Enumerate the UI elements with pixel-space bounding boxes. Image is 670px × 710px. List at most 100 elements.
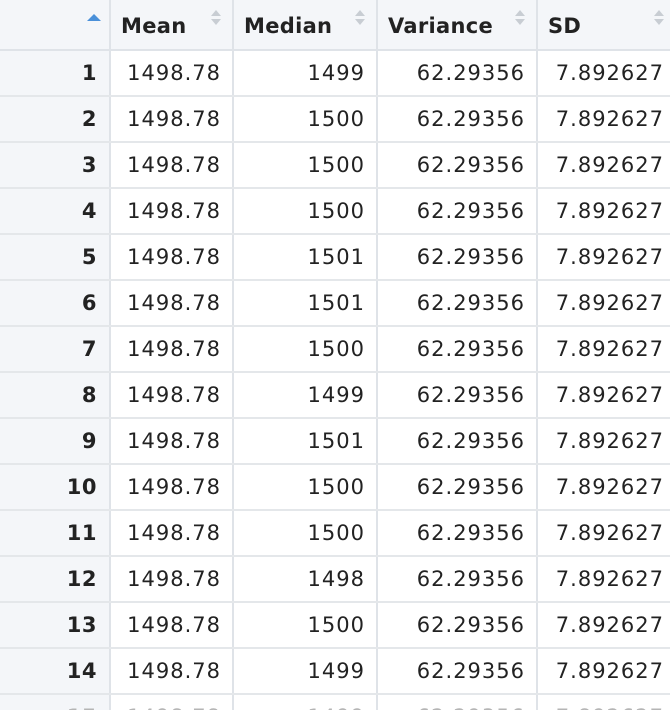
mean-cell: 1498.78 [110,602,234,649]
column-header-label: SD [548,13,582,38]
variance-cell: 62.29356 [377,602,538,649]
row-index-header[interactable] [0,0,111,51]
row-index-cell: 13 [0,602,111,649]
row-index-cell: 11 [0,510,111,557]
row-index-cell: 1 [0,50,111,97]
table-row: 3 1498.78 1500 62.29356 7.892627 [0,142,670,189]
table-row: 5 1498.78 1501 62.29356 7.892627 [0,234,670,281]
variance-cell: 62.29356 [377,188,538,235]
mean-cell: 1498.78 [110,510,234,557]
column-header-variance[interactable]: Variance [377,0,538,51]
median-cell: 1500 [233,188,378,235]
median-cell: 1499 [233,50,378,97]
row-index-cell: 7 [0,326,111,373]
row-index-cell: 6 [0,280,111,327]
mean-cell: 1498.78 [110,280,234,327]
row-index-cell: 8 [0,372,111,419]
sd-cell: 7.892627 [537,280,670,327]
sort-toggle-icon[interactable] [355,10,365,26]
variance-cell: 62.29356 [377,556,538,603]
median-cell: 1500 [233,464,378,511]
median-cell: 1499 [233,694,378,710]
median-cell: 1501 [233,280,378,327]
table-row: 11 1498.78 1500 62.29356 7.892627 [0,510,670,557]
variance-cell: 62.29356 [377,96,538,143]
variance-cell: 62.29356 [377,326,538,373]
sort-toggle-icon[interactable] [515,10,525,26]
mean-cell: 1498.78 [110,464,234,511]
sd-cell: 7.892627 [537,464,670,511]
median-cell: 1500 [233,602,378,649]
row-index-cell: 2 [0,96,111,143]
row-index-cell: 4 [0,188,111,235]
sd-cell: 7.892627 [537,234,670,281]
mean-cell: 1498.78 [110,326,234,373]
variance-cell: 62.29356 [377,142,538,189]
row-index-cell: 9 [0,418,111,465]
sd-cell: 7.892627 [537,50,670,97]
sd-cell: 7.892627 [537,418,670,465]
sd-cell: 7.892627 [537,510,670,557]
table-row: 10 1498.78 1500 62.29356 7.892627 [0,464,670,511]
median-cell: 1501 [233,418,378,465]
column-header-label: Variance [388,13,494,38]
mean-cell: 1498.78 [110,418,234,465]
variance-cell: 62.29356 [377,464,538,511]
column-header-median[interactable]: Median [233,0,378,51]
median-cell: 1500 [233,510,378,557]
row-index-cell: 14 [0,648,111,695]
sd-cell: 7.892627 [537,326,670,373]
sd-cell: 7.892627 [537,372,670,419]
header-row: Mean Median Variance SD [0,0,670,51]
median-cell: 1500 [233,96,378,143]
mean-cell: 1498.78 [110,234,234,281]
column-header-label: Mean [121,13,187,38]
variance-cell: 62.29356 [377,234,538,281]
sort-toggle-icon[interactable] [211,10,221,26]
sort-toggle-icon[interactable] [654,10,664,26]
row-index-cell: 5 [0,234,111,281]
column-header-label: Median [244,13,333,38]
mean-cell: 1498.78 [110,648,234,695]
table-row: 14 1498.78 1499 62.29356 7.892627 [0,648,670,695]
table-row: 9 1498.78 1501 62.29356 7.892627 [0,418,670,465]
median-cell: 1501 [233,234,378,281]
column-header-mean[interactable]: Mean [110,0,234,51]
row-index-cell: 12 [0,556,111,603]
variance-cell: 62.29356 [377,648,538,695]
sd-cell: 7.892627 [537,188,670,235]
sd-cell: 7.892627 [537,556,670,603]
variance-cell: 62.29356 [377,510,538,557]
table-row: 7 1498.78 1500 62.29356 7.892627 [0,326,670,373]
sd-cell: 7.892627 [537,96,670,143]
variance-cell: 62.29356 [377,372,538,419]
table-row: 6 1498.78 1501 62.29356 7.892627 [0,280,670,327]
median-cell: 1500 [233,142,378,189]
mean-cell: 1498.78 [110,188,234,235]
mean-cell: 1498.78 [110,556,234,603]
median-cell: 1498 [233,556,378,603]
median-cell: 1500 [233,326,378,373]
table-row: 1 1498.78 1499 62.29356 7.892627 [0,50,670,97]
mean-cell: 1498.78 [110,142,234,189]
row-index-cell: 3 [0,142,111,189]
mean-cell: 1498.78 [110,50,234,97]
variance-cell: 62.29356 [377,418,538,465]
table-row: 2 1498.78 1500 62.29356 7.892627 [0,96,670,143]
row-index-cell: 10 [0,464,111,511]
sd-cell: 7.892627 [537,142,670,189]
median-cell: 1499 [233,648,378,695]
variance-cell: 62.29356 [377,50,538,97]
sd-cell: 7.892627 [537,694,670,710]
sort-ascending-icon [87,14,101,21]
mean-cell: 1498.78 [110,694,234,710]
table-row: 4 1498.78 1500 62.29356 7.892627 [0,188,670,235]
column-header-sd[interactable]: SD [537,0,670,51]
table-row: 8 1498.78 1499 62.29356 7.892627 [0,372,670,419]
mean-cell: 1498.78 [110,96,234,143]
table-row: 12 1498.78 1498 62.29356 7.892627 [0,556,670,603]
sd-cell: 7.892627 [537,648,670,695]
sd-cell: 7.892627 [537,602,670,649]
